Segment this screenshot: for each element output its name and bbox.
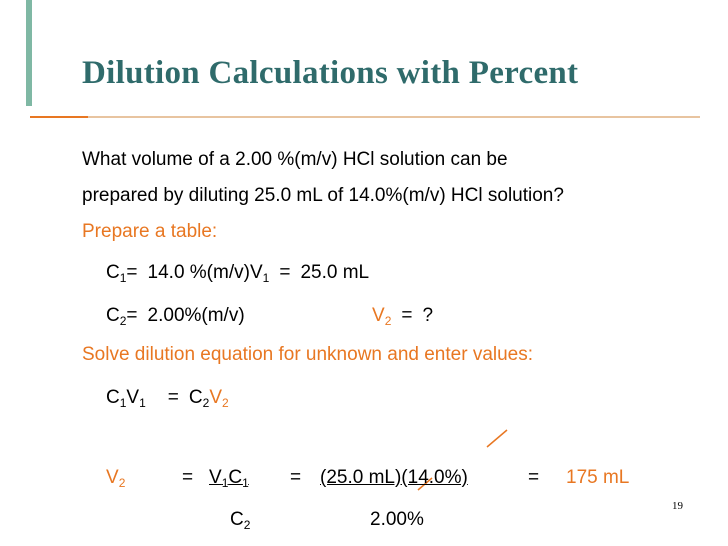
symbol: C xyxy=(106,305,120,326)
equals: = xyxy=(528,467,540,488)
equals: = xyxy=(401,305,413,326)
equals: = xyxy=(126,262,138,283)
value: 25.0 mL xyxy=(300,262,370,283)
equals: = xyxy=(290,467,302,488)
cancel-mark xyxy=(486,429,508,448)
subscript: 1 xyxy=(119,271,127,285)
equation: C1V1 = C2V2 xyxy=(106,387,229,410)
subscript: 2 xyxy=(243,518,251,532)
numerator: V1C1 xyxy=(209,467,249,490)
subscript: 1 xyxy=(262,271,270,285)
subscript: 1 xyxy=(139,396,146,410)
symbol: C xyxy=(188,387,203,408)
table-row-unknown: V2 =? xyxy=(372,305,434,328)
symbol: V xyxy=(126,387,140,408)
symbol: C xyxy=(228,467,243,488)
symbol: C xyxy=(106,262,120,283)
symbol: C xyxy=(106,387,120,408)
equals: = xyxy=(279,262,291,283)
question-line: What volume of a 2.00 %(m/v) HCl solutio… xyxy=(82,149,508,170)
symbol: C xyxy=(230,509,244,530)
value: 14.0 %(m/v) xyxy=(147,262,250,283)
table-row: C2= 2.00%(m/v) xyxy=(106,305,245,328)
subscript: 1 xyxy=(242,476,249,490)
denominator: C2 xyxy=(230,509,251,532)
subscript: 1 xyxy=(221,476,229,490)
subscript: 2 xyxy=(119,314,127,328)
equals: = xyxy=(126,305,138,326)
value: 2.00%(m/v) xyxy=(147,305,245,326)
accent-bar xyxy=(26,0,32,106)
symbol: V xyxy=(106,467,119,488)
symbol: V xyxy=(372,305,385,326)
step-label: Prepare a table: xyxy=(82,221,218,242)
result: 175 mL xyxy=(566,467,630,488)
equals: = xyxy=(167,387,179,408)
title: Dilution Calculations with Percent xyxy=(82,55,579,91)
page-number: 19 xyxy=(672,500,683,512)
numerator: (25.0 mL)(14.0%) xyxy=(320,467,468,488)
subscript: 2 xyxy=(222,396,229,410)
cancel-mark xyxy=(417,477,433,491)
subscript: 1 xyxy=(119,396,127,410)
denominator: 2.00% xyxy=(370,509,424,530)
equals: = xyxy=(182,467,194,488)
symbol: V xyxy=(249,262,263,283)
value: ? xyxy=(422,305,434,326)
subscript: 2 xyxy=(118,476,126,490)
subscript: 2 xyxy=(384,314,392,328)
symbol: V xyxy=(209,387,223,408)
question-line: prepared by diluting 25.0 mL of 14.0%(m/… xyxy=(82,185,564,206)
table-row: C1= 14.0 %(m/v)V1 = 25.0 mL xyxy=(106,262,370,285)
step-label: Solve dilution equation for unknown and … xyxy=(82,344,534,365)
symbol: V xyxy=(209,467,222,488)
solution-left: V2 xyxy=(106,467,126,490)
subscript: 2 xyxy=(202,396,210,410)
